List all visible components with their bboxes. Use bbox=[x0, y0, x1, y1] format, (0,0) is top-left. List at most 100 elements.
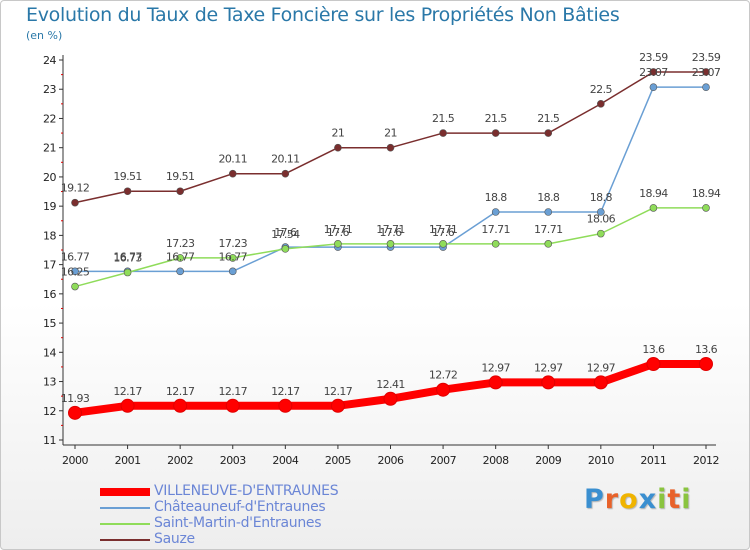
logo-letter: x bbox=[638, 484, 658, 515]
data-label: 12.97 bbox=[587, 361, 616, 374]
data-label: 18.94 bbox=[692, 187, 721, 200]
data-label: 12.97 bbox=[534, 361, 563, 374]
data-point bbox=[702, 204, 710, 212]
y-tick-label: 11 bbox=[43, 434, 56, 447]
data-point bbox=[173, 398, 188, 413]
data-label: 16.77 bbox=[219, 250, 248, 263]
data-label: 13.6 bbox=[695, 343, 718, 356]
data-point bbox=[228, 169, 237, 178]
y-tick-label: 13 bbox=[43, 376, 56, 389]
y-tick-label: 18 bbox=[43, 229, 56, 242]
data-label: 12.72 bbox=[429, 369, 458, 382]
chart-title: Evolution du Taux de Taxe Foncière sur l… bbox=[26, 4, 620, 26]
legend-label-saint-martin: Saint-Martin-d'Entraunes bbox=[154, 515, 322, 531]
data-label: 17.6 bbox=[432, 226, 455, 239]
data-label: 13.6 bbox=[642, 343, 665, 356]
data-point bbox=[176, 187, 184, 196]
logo-letter: i bbox=[657, 484, 668, 515]
x-tick-label: 2005 bbox=[325, 454, 351, 467]
data-point bbox=[597, 208, 605, 216]
y-tick-label: 19 bbox=[43, 200, 56, 213]
data-point bbox=[281, 245, 290, 253]
data-point bbox=[68, 405, 82, 420]
data-label: 12.17 bbox=[113, 385, 142, 398]
data-point bbox=[228, 267, 237, 276]
logo-letter: r bbox=[604, 484, 620, 515]
data-label: 19.51 bbox=[166, 170, 195, 183]
data-point bbox=[488, 375, 503, 390]
data-point bbox=[123, 268, 132, 277]
data-point bbox=[383, 391, 398, 406]
data-label: 19.51 bbox=[113, 170, 142, 183]
data-label: 17.23 bbox=[166, 237, 195, 250]
data-label: 20.11 bbox=[219, 153, 248, 166]
data-label: 16.25 bbox=[61, 266, 90, 279]
y-tick-label: 15 bbox=[43, 317, 56, 330]
data-label: 16.77 bbox=[166, 250, 195, 263]
data-point bbox=[334, 240, 342, 248]
data-label: 21 bbox=[332, 127, 345, 140]
data-point bbox=[699, 357, 713, 371]
y-tick-label: 17 bbox=[43, 259, 56, 272]
data-label: 11.93 bbox=[61, 392, 90, 405]
data-point bbox=[278, 398, 293, 413]
data-point bbox=[649, 204, 658, 212]
legend-swatch-villeneuve bbox=[100, 488, 150, 496]
data-point bbox=[491, 208, 500, 216]
data-label: 12.17 bbox=[324, 385, 353, 398]
data-label: 17.23 bbox=[219, 237, 248, 250]
x-tick-label: 2006 bbox=[378, 454, 404, 467]
x-tick-label: 2003 bbox=[220, 454, 246, 467]
data-label: 12.97 bbox=[481, 361, 510, 374]
data-point bbox=[71, 267, 79, 276]
data-point bbox=[386, 143, 395, 152]
data-point bbox=[334, 143, 342, 152]
data-point bbox=[702, 83, 710, 91]
logo-letter: t bbox=[667, 484, 682, 515]
data-label: 21 bbox=[384, 127, 397, 140]
data-point bbox=[436, 382, 451, 397]
data-label: 16.73 bbox=[113, 252, 142, 265]
data-point bbox=[176, 254, 184, 262]
data-point bbox=[544, 208, 553, 216]
data-label: 17.71 bbox=[376, 223, 405, 236]
legend-label-chateauneuf: Châteauneuf-d'Entraunes bbox=[154, 499, 326, 515]
data-label: 23.07 bbox=[692, 66, 721, 79]
data-label: 19.12 bbox=[61, 182, 90, 195]
y-tick-label: 24 bbox=[43, 54, 56, 67]
data-label: 17.71 bbox=[481, 223, 510, 236]
data-label: 17.54 bbox=[271, 228, 300, 241]
data-point bbox=[597, 229, 605, 238]
data-label: 16.77 bbox=[61, 250, 90, 263]
data-point bbox=[646, 357, 661, 371]
data-label: 18.06 bbox=[587, 213, 616, 226]
y-tick-label: 20 bbox=[43, 171, 56, 184]
x-tick-label: 2009 bbox=[535, 454, 561, 467]
data-label: 18.94 bbox=[639, 187, 668, 200]
x-tick-label: 2007 bbox=[430, 454, 456, 467]
data-label: 17.71 bbox=[534, 223, 563, 236]
data-point bbox=[386, 240, 395, 248]
legend-label-sauze: Sauze bbox=[154, 531, 195, 547]
data-point bbox=[228, 254, 237, 262]
x-tick-label: 2001 bbox=[115, 454, 141, 467]
data-label: 18.8 bbox=[590, 191, 613, 204]
x-tick-label: 2008 bbox=[483, 454, 509, 467]
y-tick-label: 12 bbox=[43, 405, 56, 418]
legend-swatch-saint-martin bbox=[100, 523, 150, 525]
x-tick-label: 2004 bbox=[272, 454, 298, 467]
data-point bbox=[544, 240, 553, 248]
data-label: 17.71 bbox=[324, 223, 353, 236]
data-point bbox=[544, 129, 553, 137]
data-point bbox=[71, 282, 79, 291]
data-point bbox=[597, 100, 605, 108]
y-tick-label: 21 bbox=[43, 142, 56, 155]
data-label: 16.77 bbox=[113, 250, 142, 263]
logo-letter: o bbox=[619, 484, 639, 515]
y-tick-label: 14 bbox=[43, 346, 56, 359]
data-label: 21.5 bbox=[537, 112, 560, 125]
data-label: 17.6 bbox=[274, 226, 297, 239]
data-point bbox=[649, 83, 658, 91]
data-point bbox=[71, 198, 79, 207]
